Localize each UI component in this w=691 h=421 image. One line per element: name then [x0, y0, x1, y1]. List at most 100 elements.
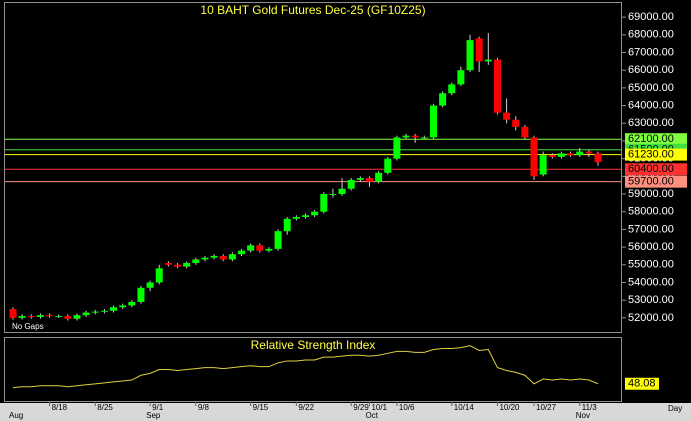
candle-body — [448, 84, 456, 94]
y-tick-label: 66000.00 — [628, 64, 674, 76]
candle-body — [91, 311, 99, 313]
rsi-label-box — [625, 377, 659, 390]
candle-body — [320, 194, 328, 212]
candle-body — [192, 259, 200, 264]
candle-body — [329, 194, 337, 196]
candle-body — [100, 310, 108, 312]
candle-body — [356, 178, 364, 180]
level-label-box — [625, 163, 687, 176]
candle-body — [302, 215, 309, 218]
candle-body — [265, 248, 273, 251]
candle-body — [429, 105, 437, 138]
candle-body — [393, 137, 401, 159]
month-label: Aug — [9, 411, 23, 420]
y-tick-label: 58000.00 — [628, 206, 674, 218]
candle-body — [155, 268, 163, 283]
candle-body — [64, 316, 72, 319]
candle-body — [402, 135, 410, 138]
candle-body — [247, 245, 255, 251]
candle-body — [228, 254, 236, 260]
candle-body — [82, 312, 90, 316]
candle-body — [420, 137, 428, 139]
candle-body — [338, 188, 346, 195]
price-panel — [4, 2, 622, 333]
x-tick-label: 9/29 — [353, 403, 369, 412]
candle-body — [512, 119, 520, 127]
rsi-title: Relative Strength Index — [251, 338, 376, 352]
month-label: Oct — [365, 411, 378, 420]
candle-body — [183, 263, 191, 267]
candle-body — [585, 151, 593, 154]
rsi-panel — [4, 337, 622, 402]
x-tick-label: 10/20 — [499, 403, 520, 412]
level-label-box — [625, 175, 687, 188]
rsi-line — [12, 345, 599, 389]
level-label: 62100.00 — [628, 133, 674, 145]
candle-body — [283, 218, 291, 232]
y-tick-label: 54000.00 — [628, 276, 674, 288]
candle-body — [439, 93, 447, 106]
x-tick-label: 10/1 — [371, 403, 387, 412]
month-label: Sep — [146, 411, 161, 420]
y-tick-label: 59000.00 — [628, 188, 674, 200]
candle-body — [27, 316, 35, 318]
candle-body — [384, 158, 392, 173]
x-tick-label: 8/18 — [52, 403, 68, 412]
candle-body — [557, 153, 565, 157]
candle-body — [365, 178, 373, 182]
level-label-box — [625, 148, 687, 161]
note: No Gaps — [12, 322, 44, 331]
month-label: Nov — [576, 411, 590, 420]
candle-body — [493, 59, 501, 113]
candle-body — [110, 307, 118, 311]
candle-body — [594, 153, 602, 163]
candle-body — [530, 137, 538, 177]
candle-body — [576, 151, 584, 156]
candle-body — [411, 135, 419, 138]
y-tick-label: 67000.00 — [628, 46, 674, 58]
candle-body — [55, 316, 63, 318]
candle-body — [457, 70, 465, 85]
level-label: 60400.00 — [628, 163, 674, 175]
candle-body — [466, 40, 474, 71]
candle-body — [18, 316, 26, 318]
y-tick-label: 55000.00 — [628, 259, 674, 271]
y-tick-label: 57000.00 — [628, 223, 674, 235]
candle-body — [539, 155, 547, 175]
candle-body — [128, 301, 136, 306]
y-tick-label: 63000.00 — [628, 117, 674, 129]
candle-body — [256, 245, 264, 251]
y-tick-label: 64000.00 — [628, 99, 674, 111]
candle-body — [73, 315, 81, 319]
candle-body — [201, 257, 209, 260]
x-tick-label: 9/15 — [253, 403, 269, 412]
x-tick-label: 9/8 — [198, 403, 210, 412]
candle-body — [274, 231, 282, 249]
x-tick-label: 9/1 — [152, 403, 164, 412]
candle-body — [119, 305, 127, 308]
candle-body — [503, 112, 511, 120]
x-tick-label: 8/25 — [97, 403, 113, 412]
candle-body — [146, 282, 154, 288]
y-tick-label: 69000.00 — [628, 11, 674, 23]
level-label: 61230.00 — [628, 148, 674, 160]
y-tick-label: 65000.00 — [628, 82, 674, 94]
candle-body — [174, 264, 182, 267]
y-tick-label: 56000.00 — [628, 241, 674, 253]
candle-body — [475, 38, 483, 62]
candle-body — [484, 59, 492, 62]
candle-body — [137, 287, 145, 302]
x-tick-label: 10/27 — [536, 403, 557, 412]
x-unit-label: Day — [668, 404, 682, 413]
candle-body — [347, 179, 355, 189]
y-tick-label: 53000.00 — [628, 294, 674, 306]
candle-body — [46, 315, 54, 317]
x-tick-label: 9/22 — [298, 403, 314, 412]
candle-body — [9, 309, 17, 318]
candle-body — [375, 172, 383, 182]
candle-body — [521, 126, 529, 138]
candle-body — [238, 250, 246, 255]
candle-body — [36, 315, 44, 317]
